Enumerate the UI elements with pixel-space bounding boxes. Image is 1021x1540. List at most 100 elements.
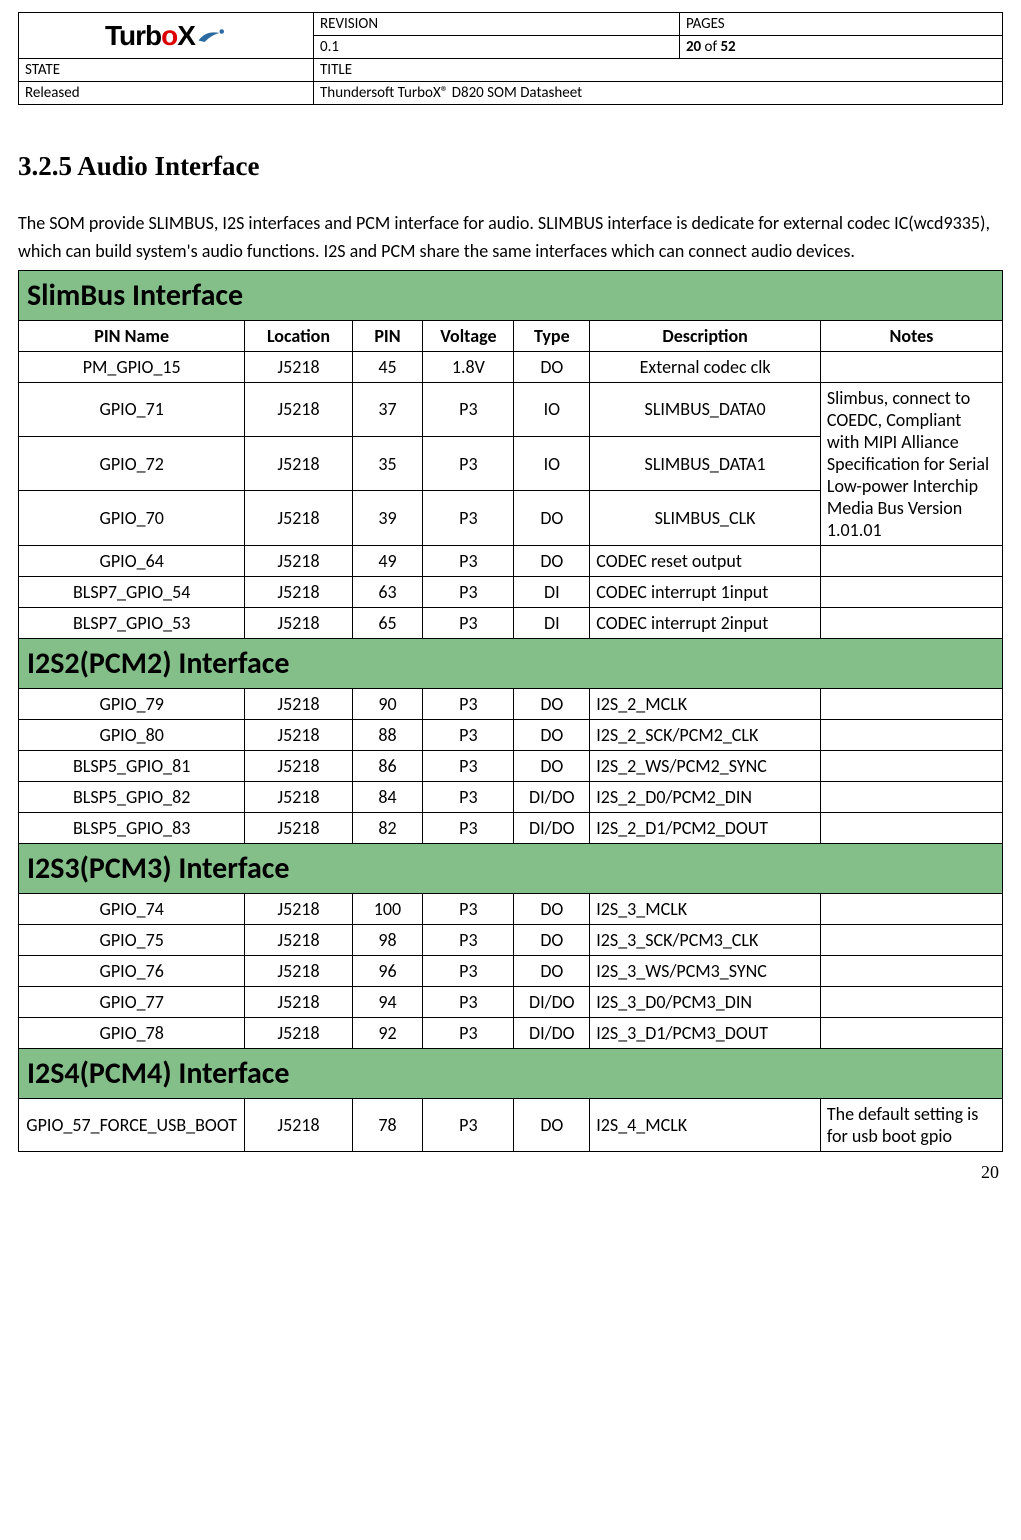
cell-notes [820,893,1002,924]
cell-type: IO [514,382,590,436]
logo-cell: TurboX [19,13,314,59]
cell-pin_name: GPIO_71 [19,382,245,436]
cell-desc: I2S_2_MCLK [590,688,821,719]
revision-value: 0.1 [314,36,680,59]
cell-location: J5218 [245,545,352,576]
cell-desc: I2S_3_SCK/PCM3_CLK [590,924,821,955]
table-row: GPIO_75J521898P3DOI2S_3_SCK/PCM3_CLK [19,924,1003,955]
table-row: GPIO_78J521892P3DI/DOI2S_3_D1/PCM3_DOUT [19,1017,1003,1048]
pages-total: 52 [720,38,735,56]
cell-pin_name: GPIO_57_FORCE_USB_BOOT [19,1098,245,1151]
table-row: GPIO_77J521894P3DI/DOI2S_3_D0/PCM3_DIN [19,986,1003,1017]
section-title: I2S4(PCM4) Interface [19,1048,1003,1098]
cell-desc: SLIMBUS_CLK [590,491,821,545]
cell-notes [820,924,1002,955]
cell-type: DO [514,545,590,576]
cell-pin: 45 [352,351,423,382]
column-header-location: Location [245,320,352,351]
cell-voltage: P3 [423,491,514,545]
cell-voltage: P3 [423,688,514,719]
cell-desc: I2S_2_WS/PCM2_SYNC [590,750,821,781]
cell-pin: 90 [352,688,423,719]
cell-type: DO [514,955,590,986]
cell-notes [820,1017,1002,1048]
cell-type: DO [514,351,590,382]
pages-value: 20 of 52 [679,36,1002,59]
cell-pin_name: GPIO_75 [19,924,245,955]
table-row: GPIO_74J5218100P3DOI2S_3_MCLK [19,893,1003,924]
table-row: GPIO_71J521837P3IOSLIMBUS_DATA0Slimbus, … [19,382,1003,436]
cell-desc: External codec clk [590,351,821,382]
column-header-voltage: Voltage [423,320,514,351]
cell-type: DO [514,719,590,750]
cell-type: DO [514,893,590,924]
cell-notes [820,750,1002,781]
cell-type: IO [514,437,590,491]
cell-notes: The default setting is for usb boot gpio [820,1098,1002,1151]
cell-pin: 49 [352,545,423,576]
cell-type: DO [514,688,590,719]
cell-desc: I2S_3_WS/PCM3_SYNC [590,955,821,986]
cell-pin: 86 [352,750,423,781]
cell-location: J5218 [245,812,352,843]
cell-notes [820,719,1002,750]
cell-notes-merged: Slimbus, connect to COEDC, Compliant wit… [820,382,1002,545]
cell-pin: 35 [352,437,423,491]
cell-notes [820,955,1002,986]
cell-pin: 63 [352,576,423,607]
cell-voltage: 1.8V [423,351,514,382]
page-number: 20 [18,1162,1003,1183]
cell-pin_name: GPIO_77 [19,986,245,1017]
cell-voltage: P3 [423,812,514,843]
cell-pin: 65 [352,607,423,638]
logo: TurboX [105,20,227,52]
column-header-type: Type [514,320,590,351]
cell-pin_name: GPIO_72 [19,437,245,491]
cell-voltage: P3 [423,719,514,750]
cell-pin: 84 [352,781,423,812]
pages-sep: of [701,38,720,56]
cell-location: J5218 [245,955,352,986]
pin-table: SlimBus InterfacePIN NameLocationPINVolt… [18,270,1003,1152]
cell-pin: 82 [352,812,423,843]
cell-notes [820,986,1002,1017]
pages-label: PAGES [679,13,1002,36]
cell-type: DO [514,491,590,545]
cell-notes [820,545,1002,576]
cell-location: J5218 [245,437,352,491]
cell-pin_name: BLSP5_GPIO_81 [19,750,245,781]
section-title: SlimBus Interface [19,270,1003,320]
cell-voltage: P3 [423,781,514,812]
cell-location: J5218 [245,576,352,607]
title-label: TITLE [314,59,1003,82]
cell-pin_name: PM_GPIO_15 [19,351,245,382]
cell-location: J5218 [245,491,352,545]
cell-desc: CODEC interrupt 2input [590,607,821,638]
cell-type: DI/DO [514,1017,590,1048]
cell-desc: I2S_3_D0/PCM3_DIN [590,986,821,1017]
revision-label: REVISION [314,13,680,36]
cell-pin_name: GPIO_76 [19,955,245,986]
section-title: I2S3(PCM3) Interface [19,843,1003,893]
cell-notes [820,351,1002,382]
cell-location: J5218 [245,986,352,1017]
cell-type: DI/DO [514,812,590,843]
cell-desc: I2S_4_MCLK [590,1098,821,1151]
logo-swoosh-icon [197,26,227,46]
cell-desc: I2S_3_D1/PCM3_DOUT [590,1017,821,1048]
cell-pin_name: BLSP5_GPIO_82 [19,781,245,812]
cell-type: DI [514,576,590,607]
cell-notes [820,688,1002,719]
cell-pin_name: GPIO_74 [19,893,245,924]
cell-location: J5218 [245,607,352,638]
table-row: PM_GPIO_15J5218451.8VDOExternal codec cl… [19,351,1003,382]
cell-voltage: P3 [423,893,514,924]
cell-notes [820,607,1002,638]
cell-voltage: P3 [423,382,514,436]
cell-desc: SLIMBUS_DATA1 [590,437,821,491]
cell-notes [820,781,1002,812]
cell-location: J5218 [245,750,352,781]
title-value: Thundersoft TurboX® D820 SOM Datasheet [314,82,1003,105]
cell-pin_name: GPIO_78 [19,1017,245,1048]
logo-text-2: o [161,20,177,52]
